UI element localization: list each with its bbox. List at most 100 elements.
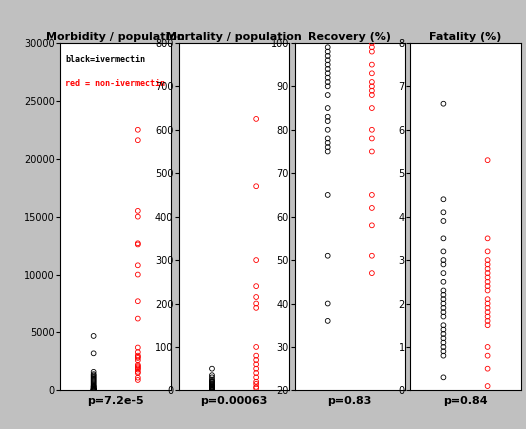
Point bbox=[252, 183, 260, 190]
Point bbox=[208, 383, 216, 390]
Point bbox=[89, 386, 98, 393]
Point bbox=[323, 113, 332, 120]
Point bbox=[323, 252, 332, 259]
Point bbox=[439, 348, 448, 355]
Point bbox=[134, 365, 142, 372]
Point bbox=[208, 365, 216, 372]
Point bbox=[483, 270, 492, 277]
Point bbox=[439, 309, 448, 316]
Point bbox=[134, 344, 142, 351]
Point bbox=[134, 369, 142, 375]
Point bbox=[134, 271, 142, 278]
Point bbox=[252, 344, 260, 350]
Point bbox=[208, 385, 216, 392]
Point bbox=[439, 257, 448, 263]
Point bbox=[89, 382, 98, 389]
Point bbox=[134, 366, 142, 373]
Point bbox=[439, 287, 448, 294]
Point bbox=[208, 374, 216, 381]
Point bbox=[323, 48, 332, 55]
Point bbox=[323, 148, 332, 155]
Point bbox=[208, 386, 216, 393]
Point bbox=[89, 386, 98, 393]
Point bbox=[134, 362, 142, 369]
Point bbox=[483, 274, 492, 281]
Point bbox=[89, 386, 98, 393]
Point bbox=[368, 79, 376, 85]
Point bbox=[89, 374, 98, 381]
Point bbox=[89, 386, 98, 393]
Point bbox=[439, 313, 448, 320]
Point bbox=[439, 196, 448, 202]
Point bbox=[252, 300, 260, 307]
Point bbox=[252, 378, 260, 385]
Point bbox=[89, 369, 98, 375]
Point bbox=[208, 384, 216, 390]
Point bbox=[439, 344, 448, 350]
Point bbox=[323, 144, 332, 151]
Point bbox=[134, 137, 142, 144]
Point bbox=[368, 61, 376, 68]
Point bbox=[252, 352, 260, 359]
Point bbox=[439, 374, 448, 381]
Point bbox=[89, 375, 98, 382]
Point bbox=[368, 126, 376, 133]
Point bbox=[134, 352, 142, 359]
Point bbox=[483, 257, 492, 263]
Point bbox=[252, 384, 260, 390]
Point bbox=[252, 361, 260, 368]
Point bbox=[323, 191, 332, 198]
Point bbox=[134, 262, 142, 269]
Point bbox=[252, 385, 260, 392]
Point bbox=[368, 105, 376, 112]
Point bbox=[439, 352, 448, 359]
Point bbox=[252, 257, 260, 263]
Point bbox=[89, 387, 98, 393]
Point bbox=[252, 293, 260, 300]
X-axis label: p=0.84: p=0.84 bbox=[443, 396, 488, 406]
Point bbox=[89, 386, 98, 393]
Point bbox=[89, 385, 98, 392]
Point bbox=[439, 335, 448, 341]
Point bbox=[323, 126, 332, 133]
Point bbox=[252, 305, 260, 311]
Point bbox=[89, 378, 98, 384]
X-axis label: p=0.00063: p=0.00063 bbox=[200, 396, 268, 406]
Point bbox=[439, 248, 448, 255]
Point bbox=[483, 300, 492, 307]
Point bbox=[208, 378, 216, 385]
Point bbox=[439, 300, 448, 307]
Point bbox=[134, 377, 142, 384]
Point bbox=[252, 365, 260, 372]
Point bbox=[368, 270, 376, 277]
Point bbox=[483, 365, 492, 372]
Point bbox=[439, 291, 448, 298]
Point bbox=[483, 317, 492, 324]
Point bbox=[134, 349, 142, 356]
Point bbox=[89, 373, 98, 380]
Point bbox=[323, 61, 332, 68]
Point bbox=[368, 191, 376, 198]
Point bbox=[323, 317, 332, 324]
Point bbox=[323, 300, 332, 307]
Point bbox=[208, 387, 216, 393]
Point bbox=[134, 374, 142, 381]
Point bbox=[134, 363, 142, 369]
Point bbox=[89, 332, 98, 339]
Point bbox=[483, 313, 492, 320]
Point bbox=[252, 369, 260, 377]
Point bbox=[323, 79, 332, 85]
X-axis label: p=7.2e-5: p=7.2e-5 bbox=[87, 396, 144, 406]
Point bbox=[89, 383, 98, 390]
Point bbox=[89, 387, 98, 393]
Point bbox=[368, 148, 376, 155]
Point bbox=[483, 283, 492, 290]
Point bbox=[483, 383, 492, 390]
Point bbox=[134, 208, 142, 214]
Point bbox=[134, 364, 142, 371]
Point bbox=[208, 379, 216, 386]
Point bbox=[323, 57, 332, 63]
Point bbox=[89, 381, 98, 388]
Point bbox=[439, 218, 448, 224]
Point bbox=[439, 261, 448, 268]
